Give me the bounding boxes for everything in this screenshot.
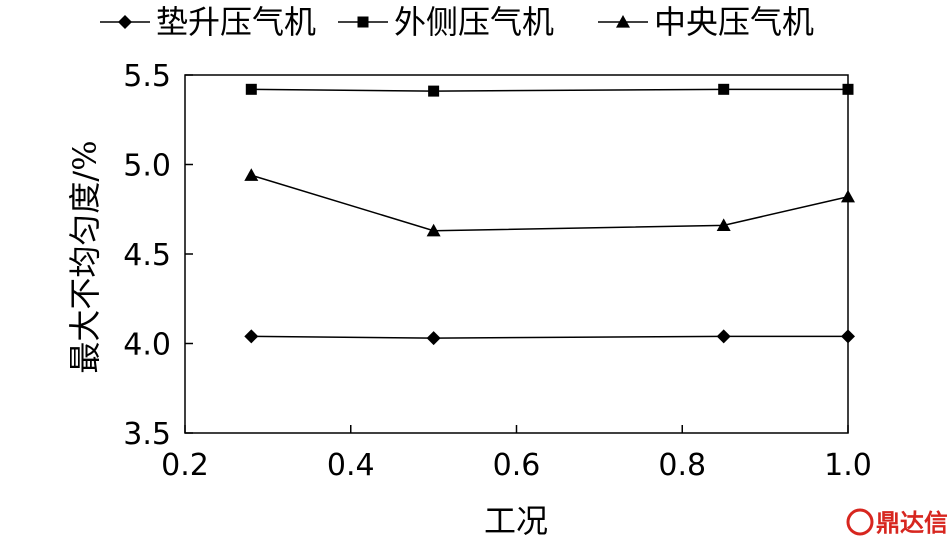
legend-label: 外侧压气机 bbox=[394, 3, 554, 41]
data-point bbox=[245, 83, 257, 95]
x-tick-label: 0.2 bbox=[161, 448, 209, 483]
legend-label: 垫升压气机 bbox=[156, 3, 316, 41]
y-axis-label: 最大不均匀度/% bbox=[66, 140, 104, 373]
legend-marker bbox=[357, 16, 369, 28]
axes bbox=[184, 74, 849, 434]
series-1 bbox=[244, 329, 855, 346]
legend: 垫升压气机 外侧压气机 中央压气机 bbox=[100, 3, 814, 41]
y-tick-label: 5.0 bbox=[123, 149, 171, 184]
x-tick-label: 1.0 bbox=[824, 448, 872, 483]
series-lines bbox=[244, 83, 855, 346]
data-point bbox=[718, 83, 730, 95]
legend-item-3: 中央压气机 bbox=[598, 3, 814, 41]
watermark: 鼎达信 bbox=[846, 508, 947, 537]
series-line bbox=[251, 335, 848, 339]
data-point bbox=[842, 83, 854, 95]
y-tick-label: 3.5 bbox=[123, 417, 171, 452]
legend-marker bbox=[616, 15, 630, 28]
x-axis-label: 工况 bbox=[484, 502, 548, 540]
data-point bbox=[841, 189, 855, 203]
data-point bbox=[244, 168, 259, 181]
series-line bbox=[251, 88, 848, 92]
legend-label: 中央压气机 bbox=[654, 3, 814, 41]
series-3 bbox=[244, 168, 855, 237]
x-tick-label: 0.8 bbox=[658, 448, 706, 483]
data-point bbox=[428, 85, 440, 97]
data-point bbox=[426, 331, 441, 346]
y-tick-label: 4.0 bbox=[123, 328, 171, 363]
x-tick-label: 0.6 bbox=[493, 448, 541, 483]
data-point bbox=[426, 223, 441, 237]
legend-item-2: 外侧压气机 bbox=[338, 3, 554, 41]
y-tick-label: 4.5 bbox=[123, 238, 171, 273]
data-point bbox=[716, 329, 731, 344]
watermark-text: 鼎达信 bbox=[876, 509, 947, 537]
series-line bbox=[251, 174, 849, 232]
ticks: 3.5 4.0 4.5 5.0 5.5 0.2 0.4 0.6 0.8 1.0 bbox=[123, 59, 872, 483]
data-point bbox=[841, 329, 855, 344]
plot-frame bbox=[184, 74, 849, 434]
watermark-logo-icon bbox=[846, 508, 874, 536]
legend-item-1: 垫升压气机 bbox=[100, 3, 316, 41]
data-point bbox=[716, 218, 731, 231]
y-tick-label: 5.5 bbox=[123, 59, 171, 94]
data-point bbox=[244, 329, 259, 344]
series-2 bbox=[245, 83, 854, 97]
legend-marker bbox=[118, 15, 132, 29]
x-tick-label: 0.4 bbox=[327, 448, 375, 483]
